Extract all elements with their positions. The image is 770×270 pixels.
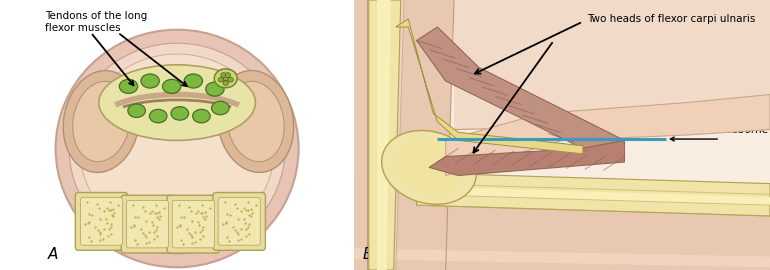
Text: A: A bbox=[48, 247, 58, 262]
Ellipse shape bbox=[225, 73, 230, 77]
Ellipse shape bbox=[212, 101, 229, 115]
Polygon shape bbox=[417, 186, 770, 205]
Ellipse shape bbox=[223, 81, 229, 86]
FancyBboxPatch shape bbox=[126, 200, 169, 248]
Text: Two heads of flexor carpi ulnaris: Two heads of flexor carpi ulnaris bbox=[587, 14, 755, 23]
Polygon shape bbox=[354, 0, 454, 270]
FancyBboxPatch shape bbox=[213, 193, 266, 250]
Ellipse shape bbox=[394, 140, 464, 195]
Ellipse shape bbox=[214, 69, 237, 88]
Polygon shape bbox=[396, 19, 583, 154]
Polygon shape bbox=[417, 173, 770, 216]
Ellipse shape bbox=[223, 76, 229, 81]
Ellipse shape bbox=[221, 73, 226, 77]
Ellipse shape bbox=[228, 77, 233, 82]
Polygon shape bbox=[354, 248, 770, 267]
FancyBboxPatch shape bbox=[80, 198, 122, 245]
Ellipse shape bbox=[99, 65, 256, 140]
Ellipse shape bbox=[80, 54, 274, 243]
Ellipse shape bbox=[149, 109, 167, 123]
Ellipse shape bbox=[382, 130, 477, 204]
Ellipse shape bbox=[162, 79, 181, 93]
FancyBboxPatch shape bbox=[218, 198, 260, 245]
Ellipse shape bbox=[184, 74, 203, 88]
Ellipse shape bbox=[217, 70, 293, 173]
Polygon shape bbox=[454, 0, 770, 130]
Ellipse shape bbox=[218, 77, 223, 82]
Ellipse shape bbox=[206, 82, 224, 96]
Ellipse shape bbox=[192, 109, 210, 123]
Ellipse shape bbox=[226, 81, 284, 162]
FancyBboxPatch shape bbox=[121, 195, 173, 253]
Ellipse shape bbox=[128, 104, 146, 117]
Ellipse shape bbox=[119, 79, 138, 93]
FancyBboxPatch shape bbox=[167, 195, 219, 253]
Ellipse shape bbox=[171, 107, 189, 120]
Text: B: B bbox=[363, 247, 373, 262]
Text: Tendons of the long
flexor muscles: Tendons of the long flexor muscles bbox=[45, 11, 147, 33]
Ellipse shape bbox=[55, 30, 299, 267]
Polygon shape bbox=[377, 0, 391, 270]
FancyBboxPatch shape bbox=[172, 200, 214, 248]
Polygon shape bbox=[354, 176, 770, 270]
Ellipse shape bbox=[141, 74, 159, 88]
Ellipse shape bbox=[72, 81, 130, 162]
Polygon shape bbox=[417, 27, 624, 148]
Ellipse shape bbox=[63, 70, 140, 173]
FancyBboxPatch shape bbox=[75, 193, 128, 250]
Polygon shape bbox=[369, 0, 400, 270]
Polygon shape bbox=[446, 94, 770, 176]
Polygon shape bbox=[367, 0, 404, 270]
Ellipse shape bbox=[69, 43, 285, 254]
Polygon shape bbox=[429, 140, 624, 176]
Text: Osborne’s ligament: Osborne’s ligament bbox=[725, 124, 770, 135]
